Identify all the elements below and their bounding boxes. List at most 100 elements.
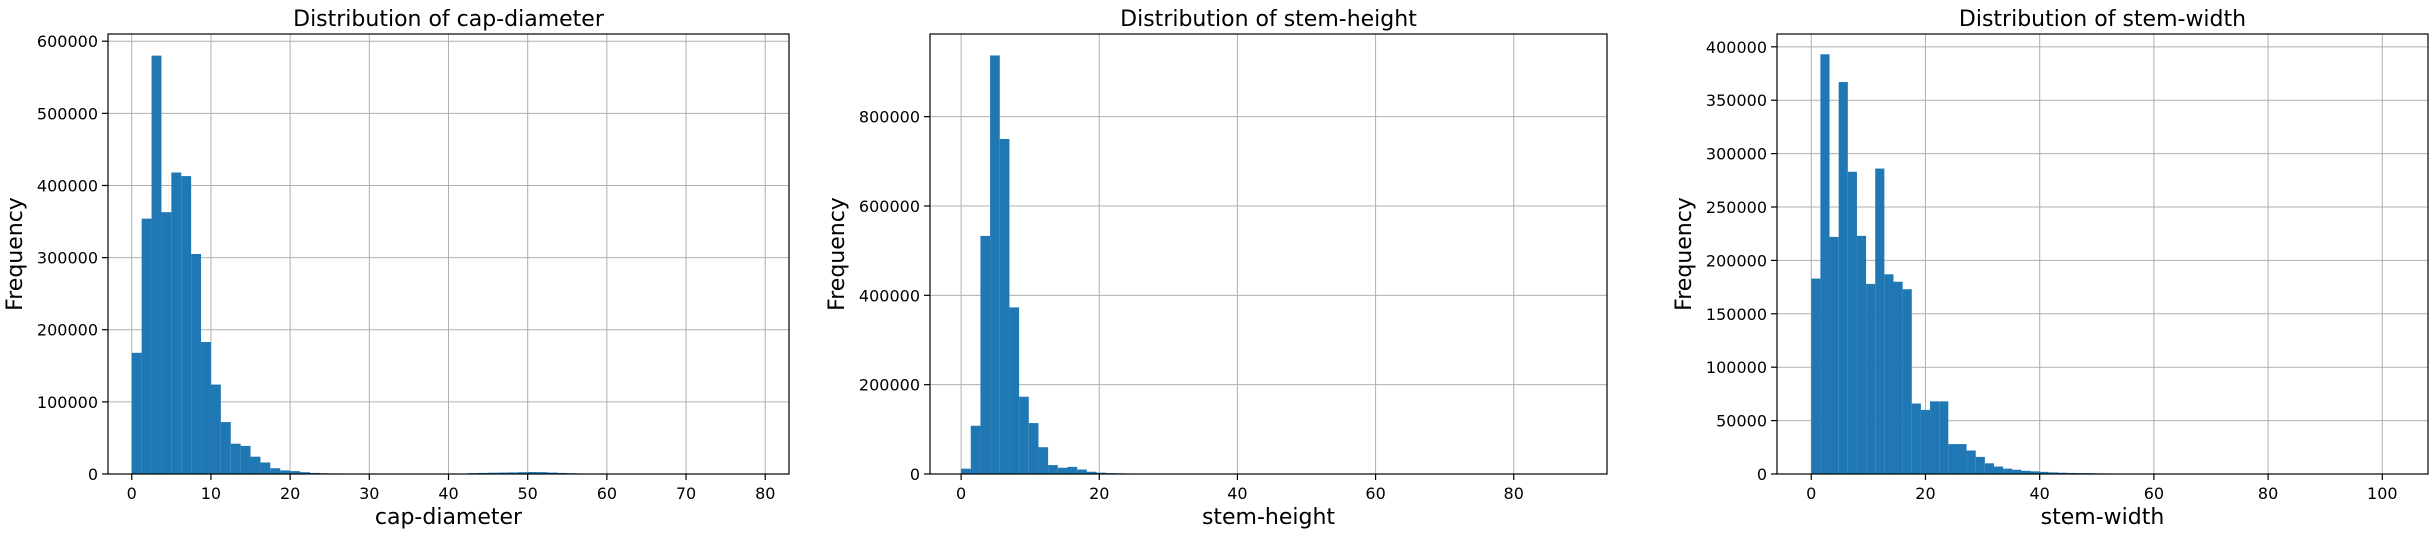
y-axis-label: Frequency xyxy=(3,197,28,311)
y-tick-label: 500000 xyxy=(37,104,98,123)
histogram-bar xyxy=(1028,423,1039,474)
y-tick-label: 800000 xyxy=(859,108,920,127)
x-tick-label: 20 xyxy=(280,484,300,503)
y-tick-label: 350000 xyxy=(1706,91,1767,110)
x-tick-label: 40 xyxy=(438,484,458,503)
histogram-bar xyxy=(980,235,991,474)
histogram-bar xyxy=(1948,444,1958,474)
histogram-bar xyxy=(1911,403,1921,474)
y-tick-label: 300000 xyxy=(1706,145,1767,164)
y-tick-label: 50000 xyxy=(1716,412,1767,431)
histogram-bar xyxy=(240,445,251,474)
axes-frame xyxy=(1776,33,2429,475)
x-tick-label: 70 xyxy=(676,484,696,503)
stem-width-histogram: 0 20 40 60 80 100 0 50000 100000 150000 200000 2500… xyxy=(1672,7,2429,530)
x-tick-label: 80 xyxy=(755,484,775,503)
chart-title: Distribution of cap-diameter xyxy=(293,7,605,32)
histogram-bar xyxy=(1077,469,1087,474)
histogram-bar xyxy=(1820,54,1830,475)
histogram-bar xyxy=(2039,471,2049,474)
y-tick-label: 150000 xyxy=(1706,305,1767,324)
y-tick-label: 600000 xyxy=(37,32,98,51)
histogram-bar xyxy=(961,468,971,474)
histogram-bar xyxy=(141,218,152,474)
histogram-bar xyxy=(537,472,548,474)
x-tick-label: 20 xyxy=(1089,484,1109,503)
histogram-bar xyxy=(970,425,981,474)
x-tick-label: 60 xyxy=(2144,484,2164,503)
histogram-bar xyxy=(507,472,518,474)
histogram-bar xyxy=(171,172,182,474)
x-tick-label: 80 xyxy=(1504,484,1524,503)
y-tick-label: 400000 xyxy=(1706,38,1767,57)
x-tick-label: 80 xyxy=(2258,484,2278,503)
cap-diameter-histogram: 0 10 20 30 40 50 60 70 80 0 100000 200000 300000 4000… xyxy=(3,7,790,530)
y-tick-label: 100000 xyxy=(1706,358,1767,377)
histogram-bar xyxy=(300,472,310,474)
y-axis-label: Frequency xyxy=(825,197,850,311)
y-tick-label: 200000 xyxy=(859,376,920,395)
histogram-bar xyxy=(488,472,498,474)
histogram-bar xyxy=(1838,82,1848,474)
y-tick-label: 400000 xyxy=(859,286,920,305)
histogram-bar xyxy=(1067,466,1078,474)
histogram-bar xyxy=(1984,463,1994,474)
histogram-bar xyxy=(517,472,528,474)
histogram-bar xyxy=(2057,472,2068,474)
x-tick-label: 0 xyxy=(127,484,137,503)
chart-title: Distribution of stem-height xyxy=(1120,7,1417,32)
y-tick-label: 400000 xyxy=(37,176,98,195)
histogram-bar xyxy=(1920,409,1931,474)
x-tick-label: 40 xyxy=(2030,484,2050,503)
histogram-bar xyxy=(2021,470,2031,474)
histogram-bar xyxy=(1957,444,1967,474)
y-tick-label: 200000 xyxy=(37,321,98,340)
histogram-bar xyxy=(2012,469,2022,474)
x-tick-label: 0 xyxy=(1806,484,1816,503)
histogram-bar xyxy=(1048,465,1058,474)
y-axis-label: Frequency xyxy=(1672,197,1697,311)
y-tick-label: 200000 xyxy=(1706,251,1767,270)
histogram-bar xyxy=(990,55,1000,475)
x-tick-label: 10 xyxy=(201,484,221,503)
histogram-bar xyxy=(191,254,202,474)
histogram-bar xyxy=(1829,236,1839,474)
histogram-bar xyxy=(1975,456,1985,474)
y-tick-label: 0 xyxy=(1757,465,1767,484)
histogram-bar xyxy=(1893,281,1903,474)
histogram-bar xyxy=(1930,401,1940,474)
x-tick-label: 40 xyxy=(1227,484,1247,503)
histogram-bar xyxy=(181,176,192,474)
histogram-bar xyxy=(1866,283,1876,474)
x-tick-label: 20 xyxy=(1915,484,1935,503)
histogram-bar xyxy=(547,472,558,474)
histogram-bar xyxy=(2003,468,2013,474)
histogram-bar xyxy=(2048,472,2058,474)
x-axis-label: stem-width xyxy=(2041,505,2165,530)
y-tick-label: 300000 xyxy=(37,249,98,268)
y-tick-label: 600000 xyxy=(859,197,920,216)
histogram-bar xyxy=(1902,289,1912,474)
histogram-bar xyxy=(1811,278,1821,474)
x-tick-label: 60 xyxy=(597,484,617,503)
histogram-bar xyxy=(1096,472,1107,474)
histogram-bar xyxy=(1939,401,1949,474)
histogram-bar xyxy=(201,342,211,474)
histogram-bar xyxy=(151,55,162,474)
y-tick-label: 0 xyxy=(910,465,920,484)
histogram-bar xyxy=(250,456,261,474)
histogram-bar xyxy=(260,462,271,474)
x-tick-label: 0 xyxy=(956,484,966,503)
histogram-bar xyxy=(1884,274,1894,474)
histogram-bar xyxy=(1856,235,1867,474)
x-axis-label: cap-diameter xyxy=(375,505,523,530)
histogram-bar xyxy=(999,138,1010,475)
stem-height-histogram: 0 20 40 60 80 0 200000 400000 600000 800000 Distri… xyxy=(825,7,1608,530)
histogram-bar xyxy=(1057,467,1068,474)
histogram-bar xyxy=(527,471,538,474)
x-tick-label: 100 xyxy=(2367,484,2398,503)
y-tick-label: 0 xyxy=(88,465,98,484)
histogram-bar xyxy=(497,472,508,474)
x-tick-label: 50 xyxy=(518,484,538,503)
